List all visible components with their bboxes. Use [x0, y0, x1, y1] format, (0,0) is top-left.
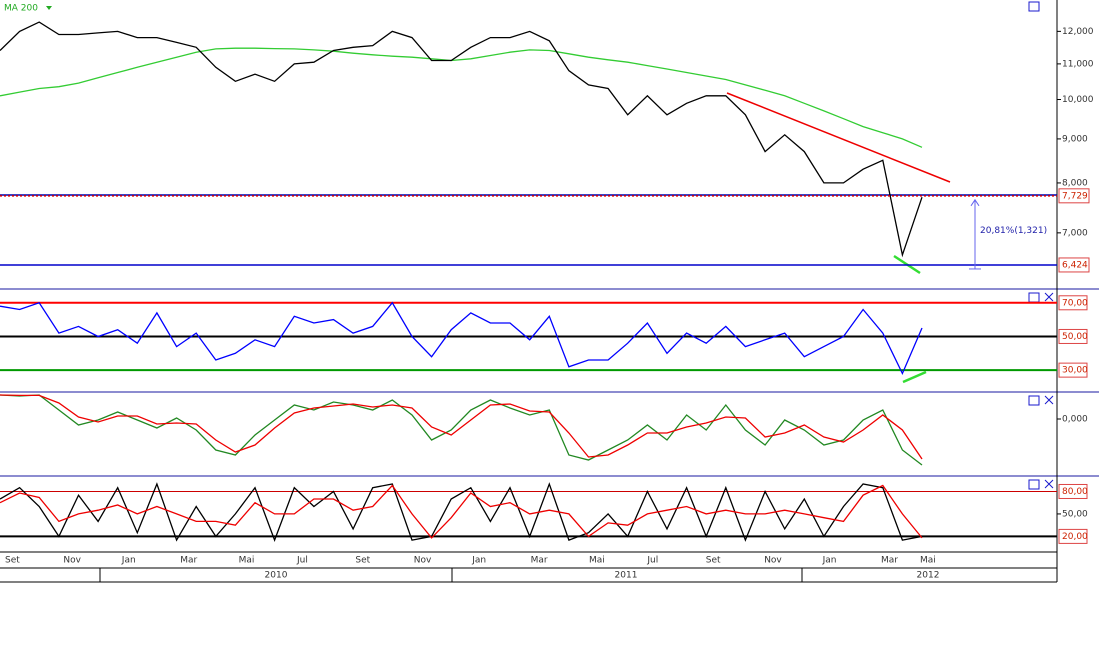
tick-label-box: [1058, 483, 1088, 499]
price-label-box: [1058, 188, 1090, 204]
close-icon[interactable]: [1044, 395, 1054, 405]
y-tick-label: 7,000: [1062, 228, 1088, 238]
x-tick-label: Jul: [296, 556, 308, 566]
x-tick-label: Jul: [646, 556, 658, 566]
x-tick-label: Nov: [63, 556, 81, 566]
window-icon[interactable]: [1028, 479, 1040, 490]
x-tick-label: Nov: [414, 556, 432, 566]
y-tick-label: 50,00: [1062, 509, 1088, 519]
year-label: 2011: [615, 571, 638, 581]
x-tick-label: Mar: [881, 556, 898, 566]
line-series: [0, 301, 923, 376]
x-tick-label: Mai: [239, 556, 255, 566]
price-label-box: [1058, 257, 1090, 273]
x-tick-label: Set: [355, 556, 370, 566]
x-tick-label: Set: [706, 556, 721, 566]
y-tick-label: 0,000: [1062, 415, 1088, 425]
legend-arrow[interactable]: [46, 6, 52, 10]
y-tick-label: 12,000: [1062, 27, 1094, 37]
close-icon[interactable]: [1044, 292, 1054, 302]
tick-label-box: [1058, 328, 1088, 344]
y-tick-label: 8,000: [1062, 178, 1088, 188]
year-label: 2012: [917, 571, 940, 581]
measure-head: [970, 198, 980, 207]
y-tick-label: 30,00: [1062, 366, 1088, 376]
x-tick-label: Mar: [180, 556, 197, 566]
y-tick-label: 9,000: [1062, 134, 1088, 144]
line-series: [0, 21, 923, 258]
x-tick-label: Nov: [764, 556, 782, 566]
window-icon[interactable]: [1028, 1, 1040, 12]
y-tick-label: 50,00: [1062, 332, 1088, 342]
y-tick-label: 70,00: [1062, 298, 1088, 308]
window-icon[interactable]: [1028, 395, 1040, 406]
trend-line: [726, 92, 951, 183]
tick-label-box: [1058, 362, 1088, 378]
line-series: [0, 394, 923, 466]
line-series: [0, 394, 923, 460]
x-tick-label: Mai: [920, 556, 936, 566]
x-tick-label: Set: [5, 556, 20, 566]
y-tick-label: 11,000: [1062, 59, 1094, 69]
legend-entry[interactable]: MA 200: [4, 4, 38, 14]
x-tick-label: Jan: [822, 556, 837, 566]
x-tick-label: Mar: [531, 556, 548, 566]
y-tick-label: 10,000: [1062, 95, 1094, 105]
trend-line: [902, 370, 927, 384]
line-series: [0, 484, 923, 539]
y-tick-label: 20,00: [1062, 532, 1088, 542]
line-series: [0, 482, 923, 542]
line-series: [0, 47, 923, 148]
annotation: 20,81%(1,321): [980, 226, 1047, 236]
x-tick-label: Jan: [121, 556, 136, 566]
close-icon[interactable]: [1044, 479, 1054, 489]
x-tick-label: Jan: [471, 556, 486, 566]
price-label: 6,424: [1062, 260, 1088, 270]
y-tick-label: 80,00: [1062, 487, 1088, 497]
x-tick-label: Mai: [589, 556, 605, 566]
tick-label-box: [1058, 528, 1088, 544]
tick-label-box: [1058, 295, 1088, 311]
year-label: 2010: [265, 571, 288, 581]
price-label: 7,729: [1062, 191, 1088, 201]
